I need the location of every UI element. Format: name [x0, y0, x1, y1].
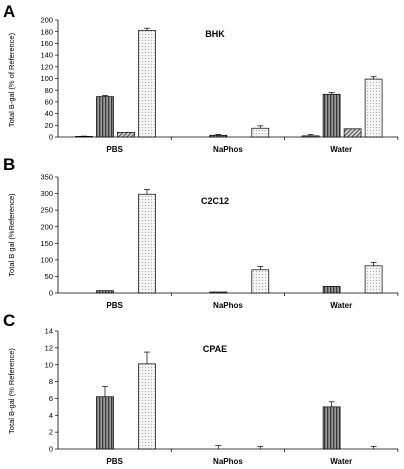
- x-category-label: Water: [330, 145, 352, 154]
- y-tick-label: 100: [40, 255, 53, 264]
- y-tick-label: 0: [49, 289, 53, 298]
- y-tick-label: 60: [45, 98, 53, 107]
- panel-b-bars: [96, 189, 383, 294]
- bar-dotted-water: [364, 265, 383, 294]
- y-tick-label: 250: [40, 206, 53, 215]
- x-category-label: Water: [330, 457, 352, 466]
- bar-dotted-water: [364, 78, 383, 138]
- panel-b-ylabel: Total B gal (%Reference): [7, 193, 16, 277]
- bar-dotted-pbs: [138, 30, 156, 138]
- bar-dotted-pbs: [138, 363, 156, 450]
- y-tick-label: 2: [49, 428, 53, 437]
- bar-striped-water: [322, 406, 341, 450]
- panel-c-ylabel: Total B-gal (% Reference): [7, 348, 16, 434]
- panel-c-categories: PBS NaPhos Water: [106, 457, 352, 466]
- y-tick-label: 4: [49, 411, 53, 420]
- y-tick-label: 6: [49, 394, 53, 403]
- y-tick-label: 12: [45, 343, 53, 352]
- bar-striped-pbs: [96, 290, 114, 294]
- bar-dotted-naphos: [251, 269, 270, 294]
- panel-a-ylabel: Total B-gal (% of Reference): [7, 32, 16, 127]
- x-category-label: PBS: [106, 457, 123, 466]
- y-tick-label: 180: [40, 27, 53, 36]
- y-tick-label: 140: [40, 51, 53, 60]
- y-tick-label: 300: [40, 189, 53, 198]
- y-tick-label: 100: [40, 74, 53, 83]
- bar-striped-water: [322, 93, 341, 138]
- x-category-label: NaPhos: [213, 457, 243, 466]
- panel-c-title: CPAE: [203, 344, 227, 354]
- bar-solid-water: [301, 135, 320, 138]
- bar-hatched-pbs: [117, 131, 135, 138]
- x-category-label: PBS: [106, 301, 123, 310]
- y-tick-label: 40: [45, 109, 53, 118]
- y-tick-label: 150: [40, 239, 53, 248]
- bar-dotted-pbs: [138, 193, 156, 294]
- x-category-label: NaPhos: [213, 145, 243, 154]
- panel-a-title: BHK: [205, 29, 225, 39]
- y-tick-label: 14: [45, 327, 53, 336]
- y-tick-label: 120: [40, 62, 53, 71]
- panel-b-title: C2C12: [201, 196, 229, 206]
- y-tick-label: 0: [49, 445, 53, 454]
- y-tick-label: 350: [40, 173, 53, 182]
- panel-b-axes: 0 50 100 150 200 250 300 350: [40, 173, 399, 298]
- y-tick-label: 50: [45, 272, 53, 281]
- panel-label-c: C: [3, 311, 15, 330]
- panel-b-categories: PBS NaPhos Water: [106, 301, 352, 310]
- bar-striped-water: [322, 286, 341, 294]
- x-category-label: NaPhos: [213, 301, 243, 310]
- y-tick-label: 8: [49, 377, 53, 386]
- y-tick-label: 200: [40, 222, 53, 231]
- x-category-label: PBS: [106, 145, 123, 154]
- y-tick-label: 200: [40, 16, 53, 25]
- bar-solid-pbs: [75, 136, 93, 138]
- bar-striped-naphos: [209, 134, 228, 138]
- x-category-label: Water: [330, 301, 352, 310]
- y-tick-label: 0: [49, 133, 53, 142]
- bar-dotted-naphos: [251, 127, 270, 138]
- bar-striped-naphos: [209, 291, 228, 294]
- panel-a-bars: [75, 27, 383, 138]
- bar-striped-pbs: [96, 396, 114, 450]
- y-tick-label: 20: [45, 121, 53, 130]
- panel-a: A Total B-gal (% of Reference) BHK 0 20 40…: [3, 2, 399, 154]
- panel-c-bars: [96, 351, 377, 450]
- panel-label-a: A: [3, 2, 15, 21]
- y-tick-label: 80: [45, 86, 53, 95]
- panel-c-axes: 0 2 4 6 8 10 12 14: [45, 327, 399, 454]
- panel-b: B Total B gal (%Reference) C2C12 0 50 100 1…: [3, 155, 399, 310]
- panel-label-b: B: [3, 155, 15, 174]
- y-tick-label: 160: [40, 39, 53, 48]
- bar-hatched-water: [343, 128, 362, 138]
- bar-striped-pbs: [96, 96, 114, 138]
- panel-a-categories: PBS NaPhos Water: [106, 145, 352, 154]
- y-tick-label: 10: [45, 360, 53, 369]
- panel-c: C Total B-gal (% Reference) CPAE 0 2 4 6 8 10…: [3, 311, 399, 466]
- panel-a-axes: 0 20 40 60 80 100 120 140 160 180 200: [40, 16, 399, 142]
